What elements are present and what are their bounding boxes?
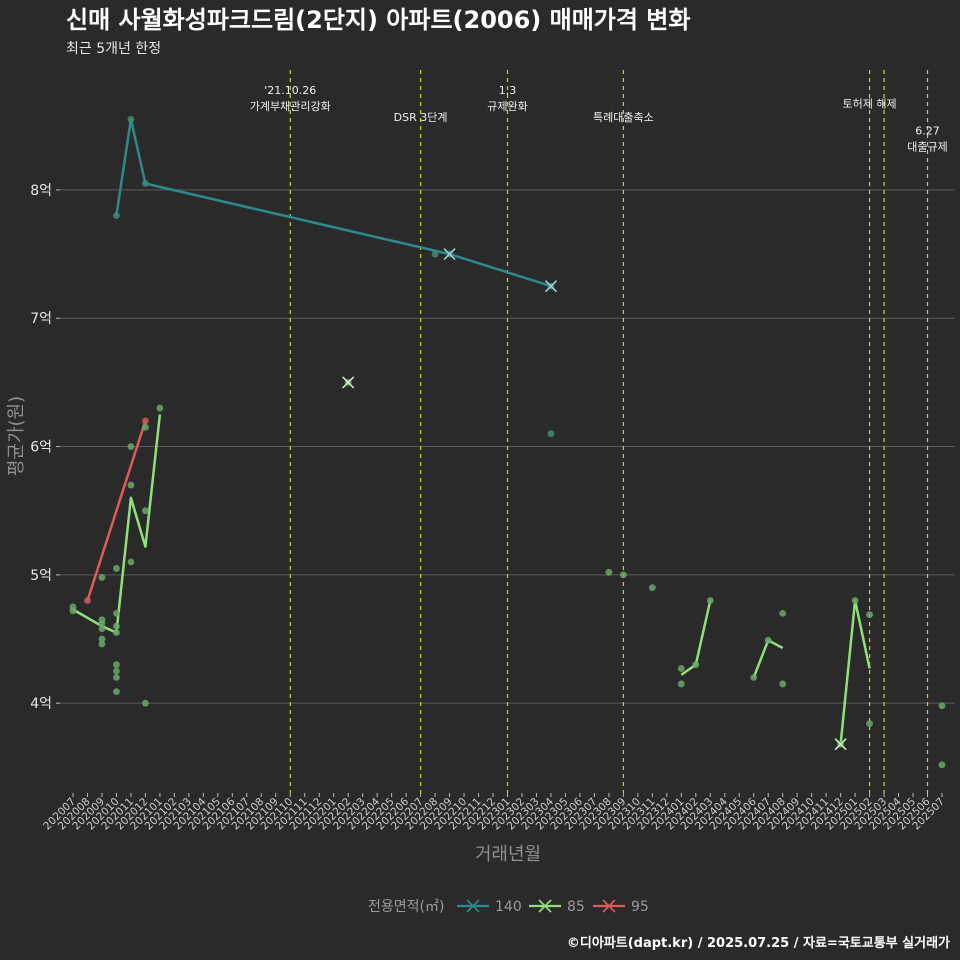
data-point-85 <box>764 636 772 644</box>
data-point-85 <box>113 609 120 617</box>
legend-label: 140 <box>495 899 522 915</box>
data-point-85 <box>692 661 700 669</box>
data-point-85 <box>779 680 787 688</box>
cross-markers <box>342 247 847 751</box>
chart-subtitle: 최근 5개년 한정 <box>66 41 161 57</box>
series-lines <box>72 118 871 745</box>
data-point-85 <box>113 688 120 696</box>
y-axis: 4억 5억 6억 7억 8억 <box>30 183 60 712</box>
event-label: 대출규제 <box>907 141 947 154</box>
chart-title: 신매 사월화성파크드림(2단지) 아파트(2006) 매매가격 변화 <box>66 6 690 34</box>
y-axis-label: 평균가(원) <box>6 396 27 476</box>
data-point-85 <box>142 699 149 707</box>
data-point-85 <box>113 565 120 572</box>
data-point-85 <box>113 661 120 669</box>
y-tick-label: 5억 <box>30 568 52 584</box>
series-line-85 <box>839 599 871 745</box>
data-point-140 <box>113 212 120 219</box>
cross-marker-85 <box>342 376 355 389</box>
data-point-85 <box>866 720 873 728</box>
data-point-85 <box>113 622 120 630</box>
data-point-140 <box>142 180 149 187</box>
data-point-85 <box>851 597 859 604</box>
series-line-85 <box>752 639 784 678</box>
legend-key-cross <box>466 899 480 913</box>
source-caption: ©디아파트(dapt.kr) / 2025.07.25 / 자료=국토교통부 실… <box>567 935 950 951</box>
data-point-95 <box>84 597 91 604</box>
legend-title: 전용면적(㎡) <box>368 899 444 915</box>
event-label: 6.27 <box>915 125 940 138</box>
data-point-85 <box>113 629 120 637</box>
data-point-85 <box>938 702 946 710</box>
data-point-85 <box>142 423 149 431</box>
y-tick-label: 7억 <box>30 311 52 327</box>
event-label: 특례대출축소 <box>593 111 654 124</box>
data-point-85 <box>619 571 627 579</box>
data-point-85 <box>938 761 946 769</box>
data-point-85 <box>98 574 106 581</box>
data-point-85 <box>142 507 149 515</box>
data-point-85 <box>156 404 164 412</box>
cross-marker-140 <box>544 280 558 293</box>
event-label: 규제완화 <box>487 100 527 113</box>
legend-key-cross <box>538 899 552 913</box>
event-label: 가계부채관리강화 <box>250 100 331 113</box>
data-point-95 <box>142 417 149 425</box>
data-point-85 <box>127 443 135 450</box>
x-axis-label: 거래년월 <box>475 844 541 865</box>
data-point-85 <box>69 607 77 615</box>
y-tick-label: 8억 <box>30 183 52 199</box>
data-point-140 <box>547 430 555 438</box>
legend-label: 95 <box>631 899 649 915</box>
data-point-85 <box>98 640 106 648</box>
data-point-85 <box>98 635 106 643</box>
data-point-85 <box>98 620 106 628</box>
data-point-85 <box>677 680 685 688</box>
event-label: '21.10.26 <box>264 84 316 97</box>
data-point-85 <box>113 674 120 681</box>
data-point-85 <box>866 611 873 619</box>
series-line-140 <box>115 118 552 288</box>
event-label: 1.3 <box>499 84 517 97</box>
event-label: DSR 3단계 <box>394 111 448 124</box>
data-point-85 <box>605 568 613 576</box>
legend: 전용면적(㎡) 140 85 95 <box>368 899 649 915</box>
x-axis: 2020072020082020092020102020112020122021… <box>41 793 947 832</box>
y-tick-label: 6억 <box>30 440 52 456</box>
data-point-85 <box>113 667 120 675</box>
data-point-85 <box>750 674 758 681</box>
data-point-85 <box>127 481 135 489</box>
event-label: 토허제 해제 <box>843 97 897 111</box>
data-point-85 <box>779 609 787 617</box>
data-point-140 <box>127 115 135 123</box>
legend-label: 85 <box>567 899 585 915</box>
legend-key-cross <box>602 899 616 913</box>
cross-marker-85 <box>834 738 847 751</box>
y-tick-label: 4억 <box>30 696 52 712</box>
data-point-85 <box>677 665 685 672</box>
data-point-85 <box>706 597 714 604</box>
series-line-95 <box>86 420 147 601</box>
data-point-85 <box>127 558 135 566</box>
data-point-140 <box>431 250 439 258</box>
data-point-85 <box>648 584 656 592</box>
series-line-85 <box>72 414 162 634</box>
cross-marker-140 <box>443 247 456 261</box>
data-point-85 <box>98 625 106 633</box>
